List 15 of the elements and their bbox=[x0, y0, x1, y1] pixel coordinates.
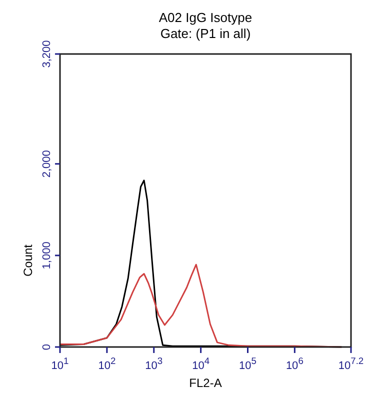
x-tick-label: 10$^{3}$ bbox=[145, 356, 163, 372]
x-tick-label: 10$^{5}$ bbox=[239, 356, 256, 372]
y-tick-label: 0 bbox=[41, 344, 53, 350]
x-tick-label: 10$^{6}$ bbox=[286, 356, 304, 372]
y-axis-title: Count bbox=[21, 244, 35, 277]
x-tick-label: 10$^{2}$ bbox=[98, 356, 116, 372]
x-tick-label: 10$^{1}$ bbox=[51, 356, 69, 372]
x-tick-label: 10$^{4}$ bbox=[192, 356, 210, 372]
chart-subtitle: Gate: (P1 in all) bbox=[160, 26, 251, 41]
x-axis-title: FL2-A bbox=[189, 376, 222, 390]
y-tick-label: 3,200 bbox=[41, 40, 53, 68]
chart-title: A02 IgG Isotype bbox=[158, 10, 252, 25]
y-tick-label: 1,000 bbox=[41, 242, 53, 270]
x-tick-label: 10$^{7.2}$ bbox=[338, 356, 364, 372]
y-tick-label: 2,000 bbox=[41, 150, 53, 178]
